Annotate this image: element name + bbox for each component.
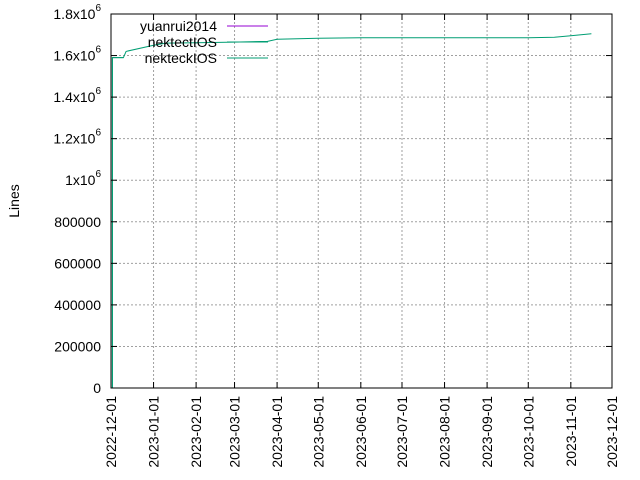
series-line-nektectIOS xyxy=(111,33,592,388)
y-tick-mantissa: 200000 xyxy=(54,338,101,354)
y-tick-mantissa: 600000 xyxy=(54,255,101,271)
y-tick-label: 1x106 xyxy=(65,169,101,188)
y-tick-exponent: 6 xyxy=(95,3,101,14)
plot-frame xyxy=(110,13,613,389)
y-tick-label: 800000 xyxy=(54,214,101,230)
x-tick-label: 2022-12-01 xyxy=(103,396,119,468)
y-tick-mantissa: 1.2x10 xyxy=(53,131,95,147)
y-tick-mantissa: 1x10 xyxy=(65,172,96,188)
series-layer xyxy=(111,33,592,388)
y-axis-ticks: 02000004000006000008000001x1061.2x1061.4… xyxy=(53,3,612,396)
x-tick-label: 2023-05-01 xyxy=(310,396,326,468)
legend-label: yuanrui2014 xyxy=(140,18,217,34)
x-tick-label: 2023-12-01 xyxy=(604,396,620,468)
x-tick-label: 2023-04-01 xyxy=(269,396,285,468)
legend-label: nekteckIOS xyxy=(145,50,217,66)
y-tick-label: 600000 xyxy=(54,255,101,271)
y-tick-mantissa: 0 xyxy=(93,380,101,396)
x-axis-ticks: 2022-12-01 2023-01-01 2023-02-01 2023-03-01… xyxy=(103,14,620,468)
y-tick-label: 1.8x106 xyxy=(53,3,101,22)
series-line-nekteckIOS xyxy=(111,57,124,388)
y-axis-label: Lines xyxy=(6,184,22,217)
y-tick-exponent: 6 xyxy=(95,86,101,97)
legend-label: nektectIOS xyxy=(148,34,217,50)
grid-lines xyxy=(111,14,612,388)
y-tick-exponent: 6 xyxy=(95,128,101,139)
x-tick-label: 2023-06-01 xyxy=(353,396,369,468)
y-tick-mantissa: 1.4x10 xyxy=(53,89,95,105)
x-tick-label: 2023-09-01 xyxy=(479,396,495,468)
x-tick-label: 2023-02-01 xyxy=(188,396,204,468)
y-tick-label: 1.6x106 xyxy=(53,45,101,64)
x-tick-label: 2023-10-01 xyxy=(520,396,536,468)
x-tick-label: 2023-11-01 xyxy=(563,396,579,467)
y-tick-label: 1.4x106 xyxy=(53,86,101,105)
y-tick-label: 0 xyxy=(93,380,101,396)
y-tick-exponent: 6 xyxy=(95,169,101,180)
y-tick-mantissa: 1.6x10 xyxy=(53,48,95,64)
x-tick-label: 2023-01-01 xyxy=(146,396,162,468)
y-tick-mantissa: 1.8x10 xyxy=(53,6,95,22)
y-tick-label: 1.2x106 xyxy=(53,128,101,147)
x-tick-label: 2023-08-01 xyxy=(437,396,453,468)
x-tick-label: 2023-07-01 xyxy=(394,396,410,468)
y-tick-exponent: 6 xyxy=(95,45,101,56)
x-tick-label: 2023-03-01 xyxy=(227,396,243,468)
y-tick-mantissa: 800000 xyxy=(54,214,101,230)
y-tick-label: 200000 xyxy=(54,338,101,354)
y-tick-label: 400000 xyxy=(54,297,101,313)
y-tick-mantissa: 400000 xyxy=(54,297,101,313)
